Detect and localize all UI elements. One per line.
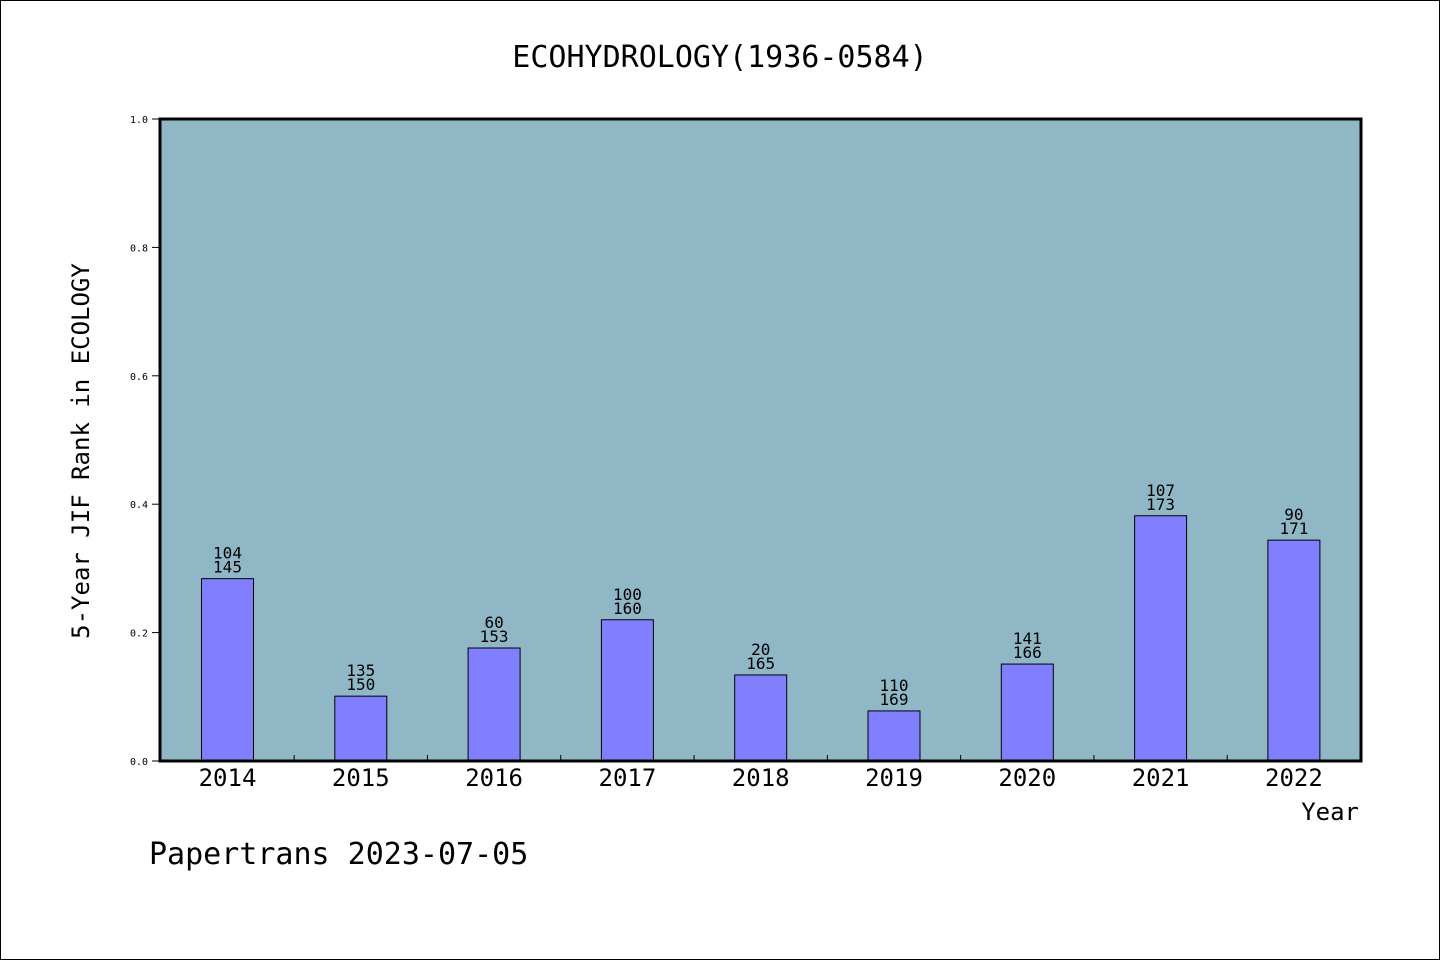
x-tick-label: 2019 — [865, 764, 923, 792]
bar-label-bottom: 165 — [746, 654, 775, 673]
x-tick-label: 2020 — [998, 764, 1056, 792]
bar-2022 — [1267, 539, 1321, 762]
x-tick-label: 2022 — [1265, 764, 1323, 792]
bar-2021 — [1134, 515, 1188, 762]
bar-label-bottom: 153 — [480, 627, 509, 646]
x-tick-label: 2017 — [599, 764, 657, 792]
plot-border — [158, 117, 1363, 763]
y-axis-label: 5-Year JIF Rank in ECOLOGY — [67, 263, 95, 639]
chart-title: ECOHYDROLOGY(1936-0584) — [512, 40, 927, 75]
bar-2018 — [734, 674, 788, 762]
y-tick-label: 0.8 — [130, 243, 148, 254]
bar-label-top: 141 — [1013, 629, 1042, 648]
bar-label-bottom: 171 — [1279, 519, 1308, 538]
bar-label-top: 20 — [751, 640, 770, 659]
bar-label-top: 110 — [880, 676, 909, 695]
bar-label-bottom: 145 — [213, 558, 242, 577]
bar-label-top: 60 — [484, 613, 503, 632]
x-tick-label: 2014 — [199, 764, 257, 792]
x-axis-label: Year — [1301, 798, 1359, 826]
x-tick-label: 2016 — [465, 764, 523, 792]
bar-label-bottom: 169 — [880, 690, 909, 709]
bar-2016 — [467, 647, 521, 762]
bar-label-top: 90 — [1284, 505, 1303, 524]
bar-label-bottom: 150 — [346, 675, 375, 694]
bar-label-top: 107 — [1146, 481, 1175, 500]
x-tick-label: 2018 — [732, 764, 790, 792]
bar-label-top: 104 — [213, 544, 242, 563]
x-tick-label: 2015 — [332, 764, 390, 792]
bar-label-top: 135 — [346, 661, 375, 680]
y-tick-label: 0.0 — [130, 757, 148, 768]
bar-2014 — [201, 578, 254, 762]
bar-label-bottom: 160 — [613, 599, 642, 618]
y-tick-label: 0.2 — [130, 629, 148, 640]
bar-label-bottom: 173 — [1146, 495, 1175, 514]
bar-2020 — [1000, 663, 1054, 762]
y-tick-label: 0.6 — [130, 372, 148, 383]
bar-2015 — [334, 695, 388, 762]
bar-label-bottom: 166 — [1013, 643, 1042, 662]
bar-2017 — [600, 619, 654, 762]
bar-label-top: 100 — [613, 585, 642, 604]
x-tick-label: 2021 — [1132, 764, 1190, 792]
footer-credit: Papertrans 2023-07-05 — [149, 837, 528, 872]
y-tick-label: 0.4 — [130, 500, 148, 511]
y-tick-label: 1.0 — [130, 115, 148, 126]
bar-2019 — [867, 710, 921, 762]
